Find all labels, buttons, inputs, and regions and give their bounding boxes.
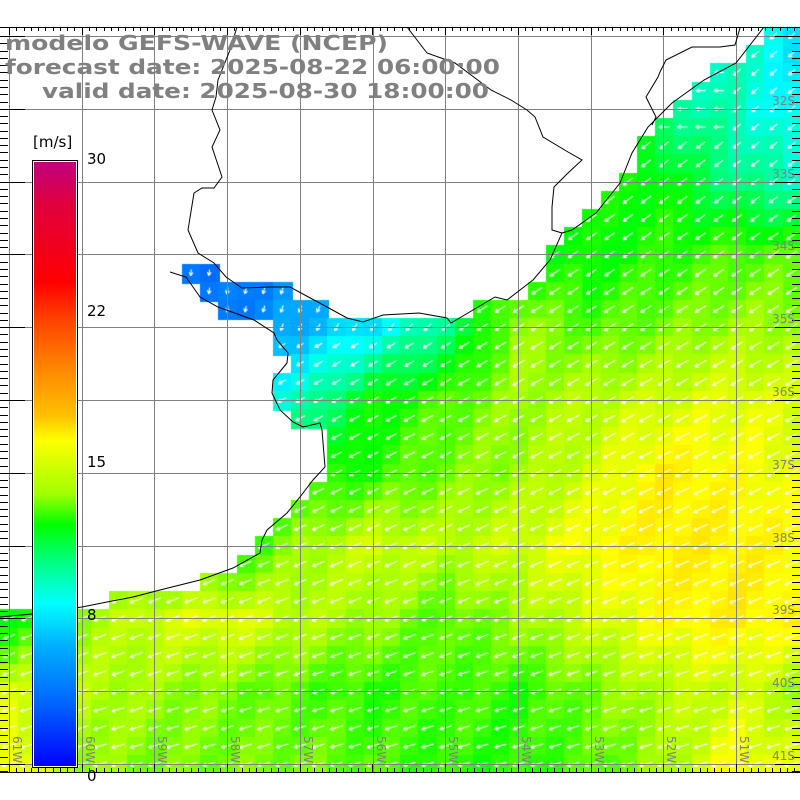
lon-label: 54W [519, 736, 533, 763]
lon-label: 52W [664, 736, 678, 763]
longitude-labels: 61W 60W 59W 58W 57W 56W 55W 54W 53W 52W 51W [10, 736, 751, 763]
lat-label: 39S [772, 603, 795, 617]
lon-label: 60W [83, 736, 97, 763]
lat-label: 36S [772, 385, 795, 399]
colorbar-tick-30: 30 [87, 150, 107, 168]
lon-label: 51W [737, 736, 751, 763]
lon-label: 53W [592, 736, 606, 763]
uruguay-border [187, 26, 583, 324]
model-title: modelo GEFS-WAVE (NCEP) [5, 31, 388, 55]
lat-label: 41S [772, 749, 795, 763]
lat-label: 40S [772, 676, 795, 690]
lon-label: 57W [301, 736, 315, 763]
valid-date: valid date: 2025-08-30 18:00:00 [42, 79, 489, 103]
map-title: modelo GEFS-WAVE (NCEP) forecast date: 2… [5, 31, 500, 103]
colorbar-tick-0: 0 [87, 767, 97, 785]
lon-label: 59W [155, 736, 169, 763]
colorbar [32, 160, 78, 768]
lat-label: 34S [772, 239, 795, 253]
axis-ticks [0, 27, 800, 773]
forecast-date: forecast date: 2025-08-22 06:00:00 [5, 55, 500, 79]
colorbar-tick-8: 8 [87, 606, 97, 624]
coastline [0, 26, 765, 618]
lagoon-shore [645, 27, 741, 126]
colorbar-unit: [m/s] [33, 133, 73, 151]
lon-label: 56W [374, 736, 388, 763]
lat-label: 32S [772, 94, 795, 108]
lat-label: 33S [772, 167, 795, 181]
lat-label: 37S [772, 458, 795, 472]
colorbar-tick-22: 22 [87, 302, 107, 320]
latitude-labels: 32S 33S 34S 35S 36S 37S 38S 39S 40S 41S [772, 94, 795, 763]
lon-label: 61W [10, 736, 24, 763]
lon-label: 58W [228, 736, 242, 763]
lon-label: 55W [446, 736, 460, 763]
argentina-coast [0, 271, 326, 618]
brazil-coast [561, 26, 765, 234]
lat-label: 35S [772, 312, 795, 326]
graticule [0, 27, 800, 772]
lat-label: 38S [772, 531, 795, 545]
colorbar-tick-15: 15 [87, 453, 107, 471]
